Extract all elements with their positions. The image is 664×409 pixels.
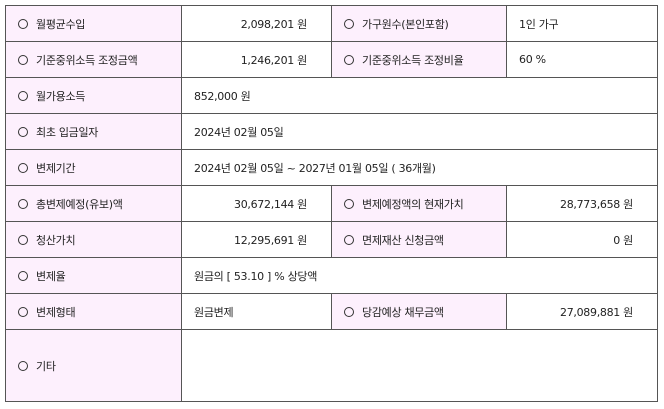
- label-text: 기준중위소득 조정금액: [36, 53, 138, 67]
- label-cell: 월가용소득: [5, 77, 182, 114]
- value-cell: 1인 가구: [506, 5, 658, 42]
- label-cell: 기준중위소득 조정금액: [5, 41, 182, 78]
- label-cell: 변제예정액의 현재가치: [331, 185, 507, 222]
- label-cell: 최초 입금일자: [5, 113, 182, 150]
- circle-bullet-icon: [18, 54, 28, 65]
- label-text: 변제형태: [36, 305, 76, 319]
- table-row: 변제율 원금의 [ 53.10 ] % 상당액: [5, 257, 658, 294]
- value-cell: 원금변제: [181, 293, 332, 330]
- circle-bullet-icon: [18, 270, 28, 281]
- circle-bullet-icon: [344, 198, 354, 209]
- label-cell: 월평균수입: [5, 5, 182, 42]
- label-cell: 가구원수(본인포함): [331, 5, 507, 42]
- circle-bullet-icon: [344, 306, 354, 317]
- label-text: 기준중위소득 조정비율: [362, 53, 464, 67]
- table-row: 변제형태 원금변제 당감예상 채무금액 27,089,881 원: [5, 293, 658, 330]
- label-text: 월가용소득: [36, 89, 86, 103]
- circle-bullet-icon: [18, 126, 28, 137]
- table-row: 월평균수입 2,098,201 원 가구원수(본인포함) 1인 가구: [5, 5, 658, 42]
- label-cell: 총변제예정(유보)액: [5, 185, 182, 222]
- value-cell: 2024년 02월 05일: [181, 113, 658, 150]
- label-cell: 변제형태: [5, 293, 182, 330]
- label-cell: 기준중위소득 조정비율: [331, 41, 507, 78]
- circle-bullet-icon: [344, 18, 354, 29]
- label-cell: 기타: [5, 329, 182, 402]
- circle-bullet-icon: [18, 234, 28, 245]
- value-cell: 12,295,691 원: [181, 221, 332, 258]
- circle-bullet-icon: [18, 18, 28, 29]
- value-cell: 1,246,201 원: [181, 41, 332, 78]
- label-text: 기타: [36, 359, 56, 373]
- label-text: 총변제예정(유보)액: [36, 197, 123, 211]
- label-text: 청산가치: [36, 233, 76, 247]
- table-row: 기타: [5, 329, 658, 402]
- table-row: 최초 입금일자 2024년 02월 05일: [5, 113, 658, 150]
- value-cell: 0 원: [506, 221, 658, 258]
- table-row: 총변제예정(유보)액 30,672,144 원 변제예정액의 현재가치 28,7…: [5, 185, 658, 222]
- circle-bullet-icon: [18, 162, 28, 173]
- value-cell: 30,672,144 원: [181, 185, 332, 222]
- circle-bullet-icon: [18, 90, 28, 101]
- label-cell: 면제재산 신청금액: [331, 221, 507, 258]
- label-cell: 변제율: [5, 257, 182, 294]
- circle-bullet-icon: [344, 234, 354, 245]
- label-cell: 변제기간: [5, 149, 182, 186]
- circle-bullet-icon: [18, 306, 28, 317]
- label-text: 변제율: [36, 269, 66, 283]
- label-text: 면제재산 신청금액: [362, 233, 444, 247]
- value-cell: 2024년 02월 05일 ~ 2027년 01월 05일 ( 36개월): [181, 149, 658, 186]
- value-cell: 27,089,881 원: [506, 293, 658, 330]
- label-text: 월평균수입: [36, 17, 86, 31]
- value-cell: 원금의 [ 53.10 ] % 상당액: [181, 257, 658, 294]
- circle-bullet-icon: [18, 360, 28, 371]
- value-cell: 60 %: [506, 41, 658, 78]
- value-cell: 2,098,201 원: [181, 5, 332, 42]
- value-cell: 852,000 원: [181, 77, 658, 114]
- table-row: 청산가치 12,295,691 원 면제재산 신청금액 0 원: [5, 221, 658, 258]
- label-text: 가구원수(본인포함): [362, 17, 449, 31]
- circle-bullet-icon: [18, 198, 28, 209]
- label-cell: 당감예상 채무금액: [331, 293, 507, 330]
- table-row: 월가용소득 852,000 원: [5, 77, 658, 114]
- label-text: 당감예상 채무금액: [362, 305, 444, 319]
- table-row: 기준중위소득 조정금액 1,246,201 원 기준중위소득 조정비율 60 %: [5, 41, 658, 78]
- label-cell: 청산가치: [5, 221, 182, 258]
- table-row: 변제기간 2024년 02월 05일 ~ 2027년 01월 05일 ( 36개…: [5, 149, 658, 186]
- label-text: 변제예정액의 현재가치: [362, 197, 464, 211]
- circle-bullet-icon: [344, 54, 354, 65]
- value-cell: [181, 329, 658, 402]
- label-text: 최초 입금일자: [36, 125, 99, 139]
- value-cell: 28,773,658 원: [506, 185, 658, 222]
- repayment-summary-table: 월평균수입 2,098,201 원 가구원수(본인포함) 1인 가구 기준중위소…: [5, 5, 658, 402]
- label-text: 변제기간: [36, 161, 76, 175]
